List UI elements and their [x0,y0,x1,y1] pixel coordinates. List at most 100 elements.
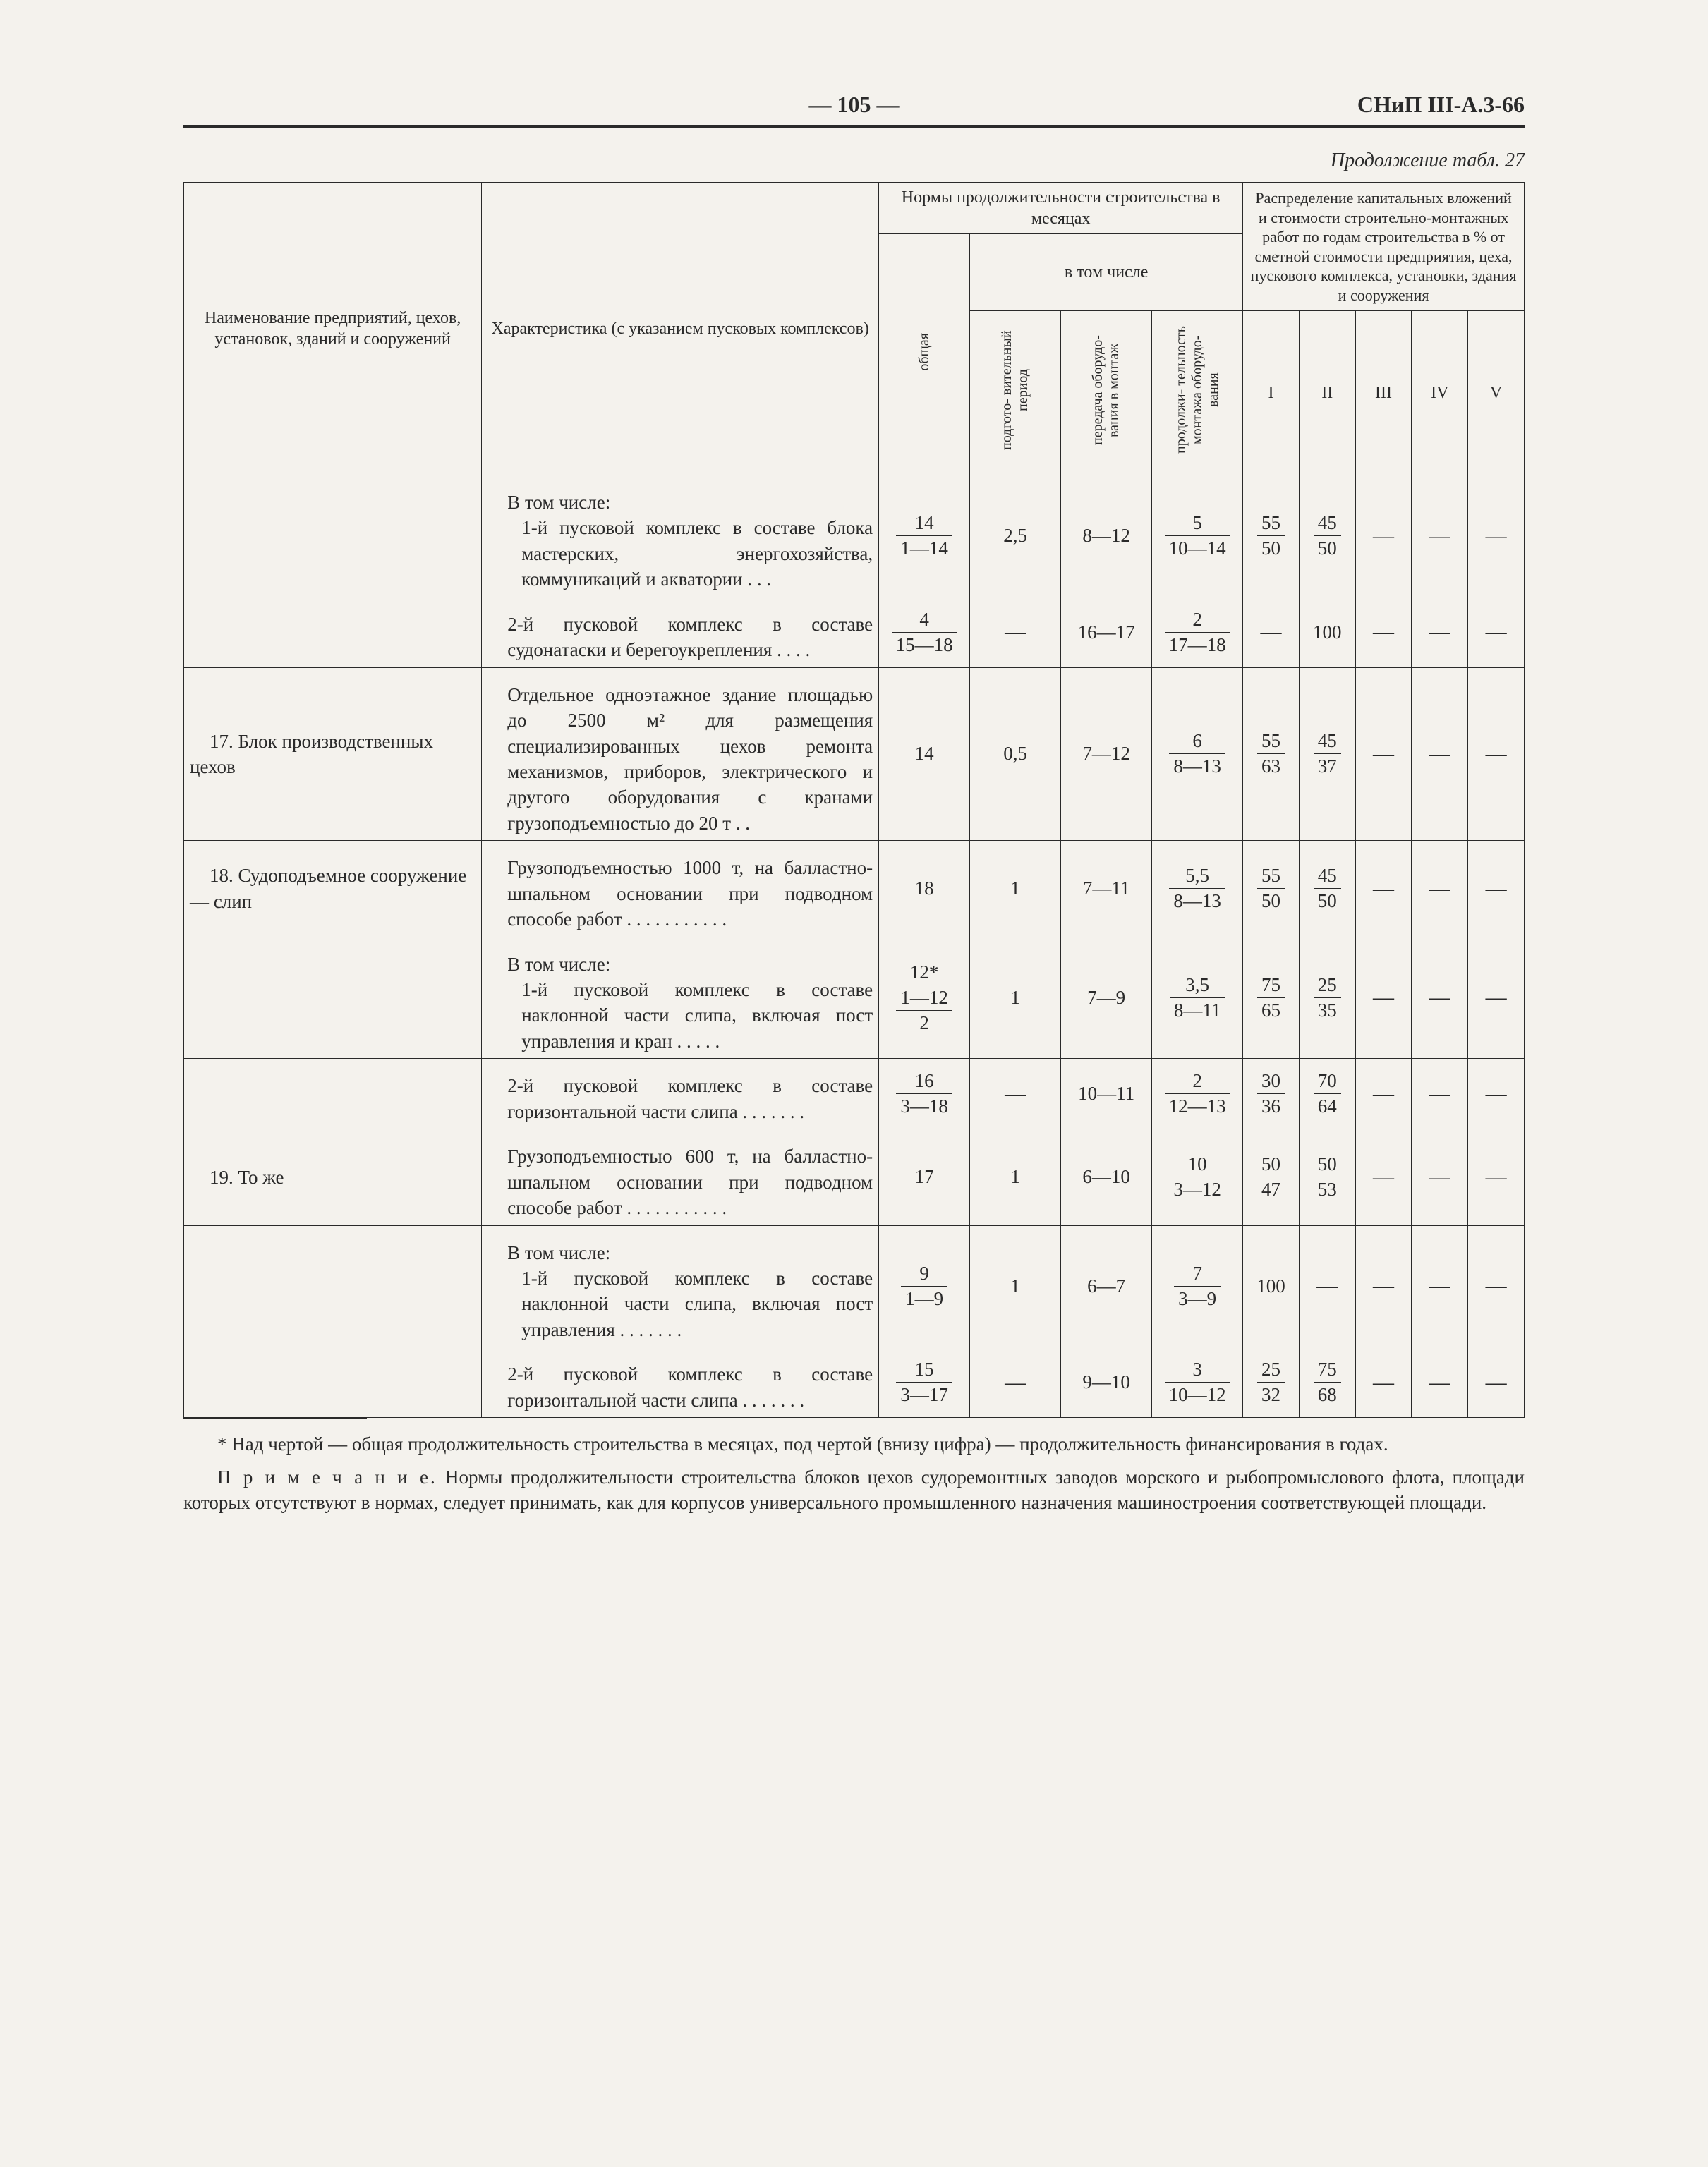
cell-dur: 510—14 [1152,475,1243,597]
th-total: общая [879,234,970,475]
cell-dur: 212—13 [1152,1059,1243,1129]
table-row: В том числе:1-й пусковой комплекс в сост… [184,937,1525,1059]
cell-year-5: — [1468,667,1525,841]
th-inthat: в том числе [970,234,1243,311]
cell-prep: — [970,1347,1061,1418]
th-norms-group: Нормы продолжительности строительства в … [879,183,1243,234]
cell-year-3: — [1355,1225,1412,1347]
th-duration-text: продолжи- тельность монтажа оборудо- ван… [1173,315,1222,465]
cell-year-5: — [1468,1225,1525,1347]
th-y2: II [1299,311,1355,475]
cell-year-1: 5550 [1243,841,1300,937]
cell-year-5: — [1468,841,1525,937]
cell-year-3: — [1355,667,1412,841]
cell-year-2: 4550 [1299,841,1355,937]
cell-characteristic: Грузоподъемностью 600 т, на балластно-шп… [482,1129,879,1225]
table-row: 2-й пусковой комплекс в составе горизонт… [184,1347,1525,1418]
cell-total: 14 [879,667,970,841]
cell-year-1: 5047 [1243,1129,1300,1225]
cell-total: 18 [879,841,970,937]
th-y4: IV [1412,311,1468,475]
cell-year-1: 100 [1243,1225,1300,1347]
cell-characteristic: Грузоподъемностью 1000 т, на балластно-ш… [482,841,879,937]
table-row: 2-й пусковой комплекс в составе судоната… [184,597,1525,667]
cell-year-3: — [1355,1059,1412,1129]
cell-dur: 3,58—11 [1152,937,1243,1059]
cell-year-2: — [1299,1225,1355,1347]
cell-dur: 103—12 [1152,1129,1243,1225]
cell-total: 415—18 [879,597,970,667]
cell-year-1: 3036 [1243,1059,1300,1129]
cell-dur: 68—13 [1152,667,1243,841]
cell-name: 18. Судоподъемное сооружение — слип [184,841,482,937]
cell-year-5: — [1468,1129,1525,1225]
cell-prep: 1 [970,937,1061,1059]
cell-transfer: 8—12 [1061,475,1152,597]
cell-transfer: 9—10 [1061,1347,1152,1418]
cell-year-1: — [1243,597,1300,667]
page-number: — 105 — [395,92,1313,118]
th-dist-group: Распределение капитальных вложений и сто… [1243,183,1525,311]
table-continuation: Продолжение табл. 27 [183,150,1525,172]
cell-year-5: — [1468,475,1525,597]
cell-dur: 73—9 [1152,1225,1243,1347]
footnote-star: * Над чертой — общая продолжительность с… [183,1431,1525,1457]
cell-year-2: 7568 [1299,1347,1355,1418]
cell-year-4: — [1412,1129,1468,1225]
cell-name [184,475,482,597]
cell-year-4: — [1412,937,1468,1059]
cell-year-1: 5563 [1243,667,1300,841]
cell-year-5: — [1468,597,1525,667]
cell-year-3: — [1355,1129,1412,1225]
running-head: — 105 — СНиП III-А.3-66 [183,92,1525,118]
cell-transfer: 10—11 [1061,1059,1152,1129]
th-y3: III [1355,311,1412,475]
table-row: 17. Блок производственных цеховОтдельное… [184,667,1525,841]
cell-year-5: — [1468,1347,1525,1418]
cell-transfer: 16—17 [1061,597,1152,667]
cell-year-1: 5550 [1243,475,1300,597]
page: — 105 — СНиП III-А.3-66 Продолжение табл… [0,0,1708,2167]
cell-year-1: 2532 [1243,1347,1300,1418]
th-prep: подгото- вительный период [970,311,1061,475]
cell-prep: 2,5 [970,475,1061,597]
th-y1: I [1243,311,1300,475]
cell-total: 91—9 [879,1225,970,1347]
cell-year-4: — [1412,1059,1468,1129]
cell-year-2: 2535 [1299,937,1355,1059]
footnote-rule [183,1418,367,1419]
cell-year-4: — [1412,1225,1468,1347]
cell-year-4: — [1412,1347,1468,1418]
cell-name [184,1059,482,1129]
cell-characteristic: В том числе:1-й пусковой комплекс в сост… [482,475,879,597]
table-row: В том числе:1-й пусковой комплекс в сост… [184,475,1525,597]
cell-total: 12*1—122 [879,937,970,1059]
cell-total: 163—18 [879,1059,970,1129]
cell-name: 19. То же [184,1129,482,1225]
table-row: В том числе:1-й пусковой комплекс в сост… [184,1225,1525,1347]
th-char: Характеристика (с указанием пусковых ком… [482,183,879,475]
note: П р и м е ч а н и е. Нормы продолжительн… [183,1464,1525,1516]
cell-name: 17. Блок производственных цехов [184,667,482,841]
cell-total: 17 [879,1129,970,1225]
cell-year-2: 7064 [1299,1059,1355,1129]
note-label: П р и м е ч а н и е. [217,1467,437,1488]
table-row: 18. Судоподъемное сооружение — слипГрузо… [184,841,1525,937]
cell-year-4: — [1412,667,1468,841]
cell-transfer: 6—7 [1061,1225,1152,1347]
cell-transfer: 7—9 [1061,937,1152,1059]
th-y5: V [1468,311,1525,475]
cell-transfer: 7—11 [1061,841,1152,937]
cell-dur: 217—18 [1152,597,1243,667]
cell-prep: — [970,597,1061,667]
th-prep-text: подгото- вительный период [999,315,1031,465]
table-head: Наименование предприятий, цехов, установ… [184,183,1525,475]
cell-transfer: 6—10 [1061,1129,1152,1225]
cell-total: 153—17 [879,1347,970,1418]
cell-characteristic: Отдельное одноэтажное здание площадью до… [482,667,879,841]
cell-year-4: — [1412,597,1468,667]
cell-prep: 1 [970,841,1061,937]
cell-name [184,1225,482,1347]
cell-characteristic: В том числе:1-й пусковой комплекс в сост… [482,1225,879,1347]
cell-transfer: 7—12 [1061,667,1152,841]
